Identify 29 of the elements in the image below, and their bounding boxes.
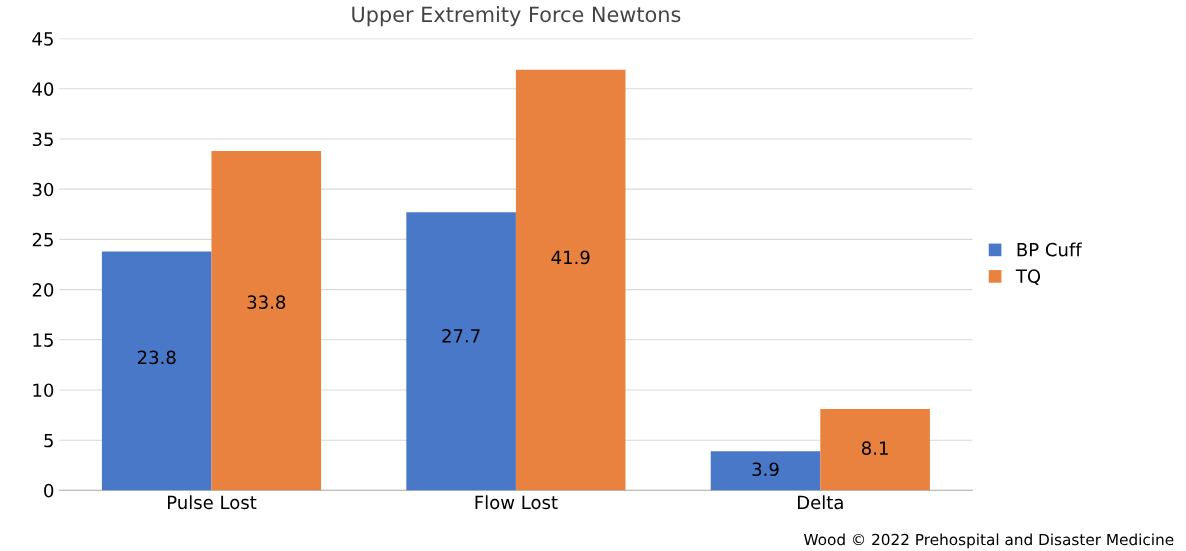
- x-tick-label: Flow Lost: [475, 495, 558, 510]
- y-tick-label: 15: [33, 333, 53, 347]
- bar: [101, 251, 212, 491]
- data-label: 3.9: [752, 462, 779, 477]
- y-tick-label: 0: [44, 483, 54, 498]
- bar: [406, 212, 516, 491]
- legend-label: BP Cuff: [1017, 242, 1082, 257]
- y-tick-label: 35: [32, 132, 53, 147]
- y-tick-label: 40: [32, 82, 54, 96]
- bar: [710, 451, 821, 491]
- y-tick-label: 30: [32, 182, 54, 197]
- legend-label: TQ: [1015, 269, 1041, 286]
- data-label: 23.8: [137, 350, 176, 365]
- bar: [820, 409, 930, 491]
- bar: [211, 151, 322, 491]
- x-tick-label: Delta: [798, 495, 843, 510]
- data-label: 41.9: [551, 250, 590, 265]
- x-tick-label: Pulse Lost: [168, 495, 257, 510]
- data-label: 27.7: [442, 329, 480, 343]
- data-label: 8.1: [861, 441, 888, 455]
- data-label: 33.8: [247, 295, 286, 309]
- y-tick-label: 25: [32, 232, 53, 247]
- y-tick-label: 20: [32, 283, 54, 297]
- y-tick-label: 10: [33, 383, 54, 398]
- text: Wood © 2022 Prehospital and Disaster Medicine: [803, 533, 1174, 549]
- bar: [515, 69, 626, 491]
- y-tick-label: 5: [44, 433, 53, 448]
- y-tick-label: 45: [32, 32, 53, 46]
- chart-title: Upper Extremity Force Newtons: [352, 6, 681, 27]
